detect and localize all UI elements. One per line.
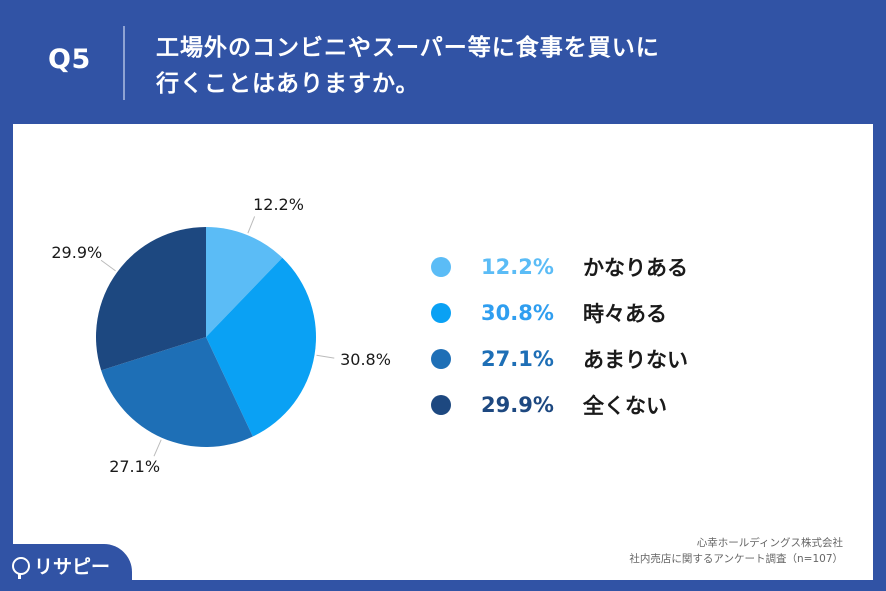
legend-dot [431,349,451,369]
leader-line [100,259,116,272]
logo-text: リサピー [34,556,111,578]
legend-item: 29.9% 全くない [431,382,688,428]
legend-percent: 27.1% [481,347,554,371]
pie-data-label: 29.9% [51,243,103,263]
pie-data-label: 12.2% [253,195,304,215]
question-title: 工場外のコンビニやスーパー等に食事を買いに 行くことはありますか。 [156,30,796,102]
pie-data-label: 30.8% [340,350,391,370]
pie-data-label: 27.1% [109,457,161,477]
pie-chart [95,216,335,457]
question-line-2: 行くことはありますか。 [156,71,420,97]
leader-line [316,354,335,359]
question-number: Q5 [48,44,91,75]
source-company: 心幸ホールディングス株式会社 [696,537,843,549]
pie-slice [95,227,206,371]
legend-category: 時々ある [583,302,667,326]
legend: 12.2% かなりある 30.8% 時々ある 27.1% あまりない 29.9%… [431,244,688,428]
legend-percent: 29.9% [481,393,554,417]
source-note: 心幸ホールディングス株式会社 社内売店に関するアンケート調査（n=107） [629,535,843,567]
legend-category: かなりある [583,256,688,280]
legend-dot [431,303,451,323]
leader-line [247,216,256,234]
pie-slice [101,337,253,447]
leader-line [153,439,162,457]
legend-item: 30.8% 時々ある [431,290,688,336]
header-divider [123,26,125,100]
pie-slice [206,257,316,437]
legend-dot [431,257,451,277]
header: Q5 工場外のコンビニやスーパー等に食事を買いに 行くことはありますか。 [0,0,886,124]
source-survey: 社内売店に関するアンケート調査（n=107） [629,553,843,565]
legend-category: あまりない [583,348,688,372]
legend-category: 全くない [583,394,667,418]
legend-item: 27.1% あまりない [431,336,688,382]
brand-logo: リサピー [12,552,110,579]
legend-dot [431,395,451,415]
legend-item: 12.2% かなりある [431,244,688,290]
logo-tab: リサピー [0,544,132,582]
chart-panel: 12.2% 30.8% 27.1% 29.9% 12.2% かなりある 30.8% 時… [0,124,873,582]
legend-percent: 12.2% [481,255,554,279]
legend-percent: 30.8% [481,301,554,325]
pin-icon [12,556,30,579]
question-line-1: 工場外のコンビニやスーパー等に食事を買いに [156,35,660,61]
pie-slice [206,227,283,337]
